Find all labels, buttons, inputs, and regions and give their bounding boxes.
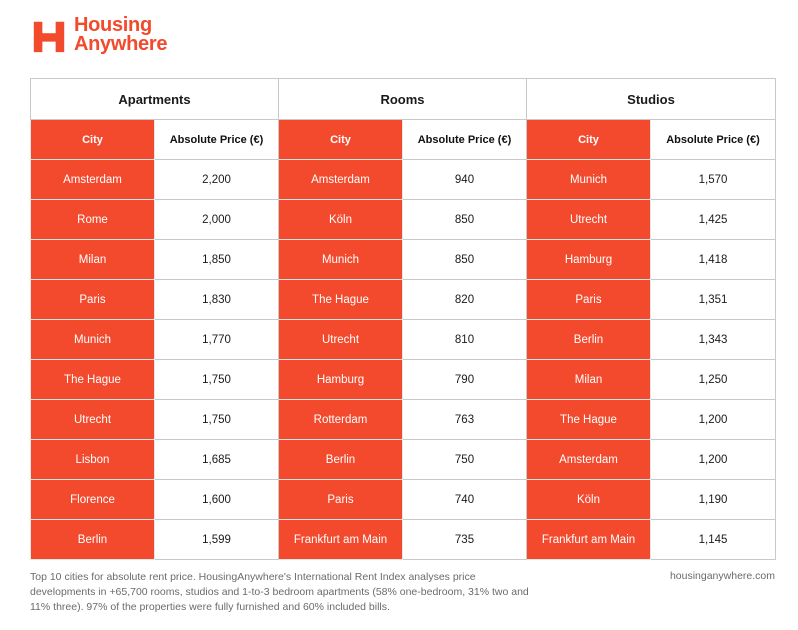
group-header-rooms: Rooms [278,78,527,120]
studios-price-cell: 1,190 [649,479,777,520]
studios-price-cell: 1,200 [649,439,777,480]
studios-price-cell: 1,425 [649,199,777,240]
apartments-city-cell: Milan [30,239,155,280]
apartments-price-cell: 1,830 [154,279,279,320]
table-body: Amsterdam 2,200 Amsterdam 940 Munich 1,570 Rom… [30,159,777,560]
rooms-price-cell: 735 [402,519,527,560]
apartments-price-cell: 1,770 [154,319,279,360]
rooms-city-cell: Rotterdam [278,399,403,440]
brand-wordmark: Housing Anywhere [74,14,168,55]
studios-price-cell: 1,343 [649,319,777,360]
rooms-city-cell: Frankfurt am Main [278,519,403,560]
studios-price-cell: 1,200 [649,399,777,440]
rooms-price-cell: 820 [402,279,527,320]
rent-price-table-wrapper: Apartments Rooms Studios City Absolute P… [30,78,777,560]
studios-city-cell: Milan [526,359,651,400]
rooms-city-cell: The Hague [278,279,403,320]
rooms-city-cell: Munich [278,239,403,280]
apartments-price-cell: 1,850 [154,239,279,280]
apartments-price-cell: 1,750 [154,399,279,440]
group-header-studios: Studios [525,78,777,120]
apartments-price-cell: 1,599 [154,519,279,560]
apartments-city-cell: Berlin [30,519,155,560]
apartments-price-cell: 2,000 [154,199,279,240]
rent-price-table: Apartments Rooms Studios City Absolute P… [30,78,777,560]
table-row: The Hague 1,750 Hamburg 790 Milan 1,250 [30,359,777,400]
column-header-city: City [526,119,651,160]
apartments-city-cell: Munich [30,319,155,360]
apartments-city-cell: The Hague [30,359,155,400]
rooms-price-cell: 810 [402,319,527,360]
brand-logo: Housing Anywhere [30,14,168,55]
studios-price-cell: 1,418 [649,239,777,280]
housinganywhere-logo-icon [33,21,65,53]
studios-city-cell: Köln [526,479,651,520]
rooms-price-cell: 850 [402,199,527,240]
column-header-city: City [278,119,403,160]
studios-city-cell: The Hague [526,399,651,440]
table-row: Rome 2,000 Köln 850 Utrecht 1,425 [30,199,777,240]
studios-city-cell: Utrecht [526,199,651,240]
studios-city-cell: Hamburg [526,239,651,280]
table-row: Lisbon 1,685 Berlin 750 Amsterdam 1,200 [30,439,777,480]
studios-city-cell: Frankfurt am Main [526,519,651,560]
table-row: Utrecht 1,750 Rotterdam 763 The Hague 1,200 [30,399,777,440]
studios-price-cell: 1,570 [649,159,777,200]
rooms-price-cell: 763 [402,399,527,440]
table-row: Amsterdam 2,200 Amsterdam 940 Munich 1,570 [30,159,777,200]
table-row: Paris 1,830 The Hague 820 Paris 1,351 [30,279,777,320]
apartments-price-cell: 1,600 [154,479,279,520]
studios-city-cell: Amsterdam [526,439,651,480]
apartments-city-cell: Rome [30,199,155,240]
rooms-city-cell: Utrecht [278,319,403,360]
studios-city-cell: Berlin [526,319,651,360]
table-row: Florence 1,600 Paris 740 Köln 1,190 [30,479,777,520]
rooms-price-cell: 750 [402,439,527,480]
studios-price-cell: 1,145 [649,519,777,560]
column-header-price: Absolute Price (€) [154,119,279,160]
apartments-city-cell: Lisbon [30,439,155,480]
rooms-price-cell: 790 [402,359,527,400]
apartments-price-cell: 2,200 [154,159,279,200]
rooms-price-cell: 740 [402,479,527,520]
brand-line-1: Housing [74,14,152,36]
rooms-city-cell: Hamburg [278,359,403,400]
rooms-price-cell: 850 [402,239,527,280]
studios-city-cell: Paris [526,279,651,320]
table-row: Milan 1,850 Munich 850 Hamburg 1,418 [30,239,777,280]
apartments-city-cell: Paris [30,279,155,320]
studios-price-cell: 1,250 [649,359,777,400]
apartments-city-cell: Utrecht [30,399,155,440]
group-header-row: Apartments Rooms Studios [30,78,777,120]
rooms-city-cell: Amsterdam [278,159,403,200]
rooms-price-cell: 940 [402,159,527,200]
rooms-city-cell: Berlin [278,439,403,480]
rooms-city-cell: Paris [278,479,403,520]
column-header-price: Absolute Price (€) [402,119,527,160]
apartments-price-cell: 1,750 [154,359,279,400]
rooms-city-cell: Köln [278,199,403,240]
apartments-city-cell: Florence [30,479,155,520]
apartments-city-cell: Amsterdam [30,159,155,200]
column-header-row: City Absolute Price (€) City Absolute Pr… [30,119,777,160]
column-header-price: Absolute Price (€) [649,119,777,160]
table-row: Munich 1,770 Utrecht 810 Berlin 1,343 [30,319,777,360]
apartments-price-cell: 1,685 [154,439,279,480]
studios-price-cell: 1,351 [649,279,777,320]
table-row: Berlin 1,599 Frankfurt am Main 735 Frankfurt… [30,519,777,560]
studios-city-cell: Munich [526,159,651,200]
footer-note: Top 10 cities for absolute rent price. H… [30,571,529,613]
group-header-apartments: Apartments [30,78,279,120]
footer-url: housinganywhere.com [669,570,775,582]
brand-line-2: Anywhere [74,33,168,55]
column-header-city: City [30,119,155,160]
